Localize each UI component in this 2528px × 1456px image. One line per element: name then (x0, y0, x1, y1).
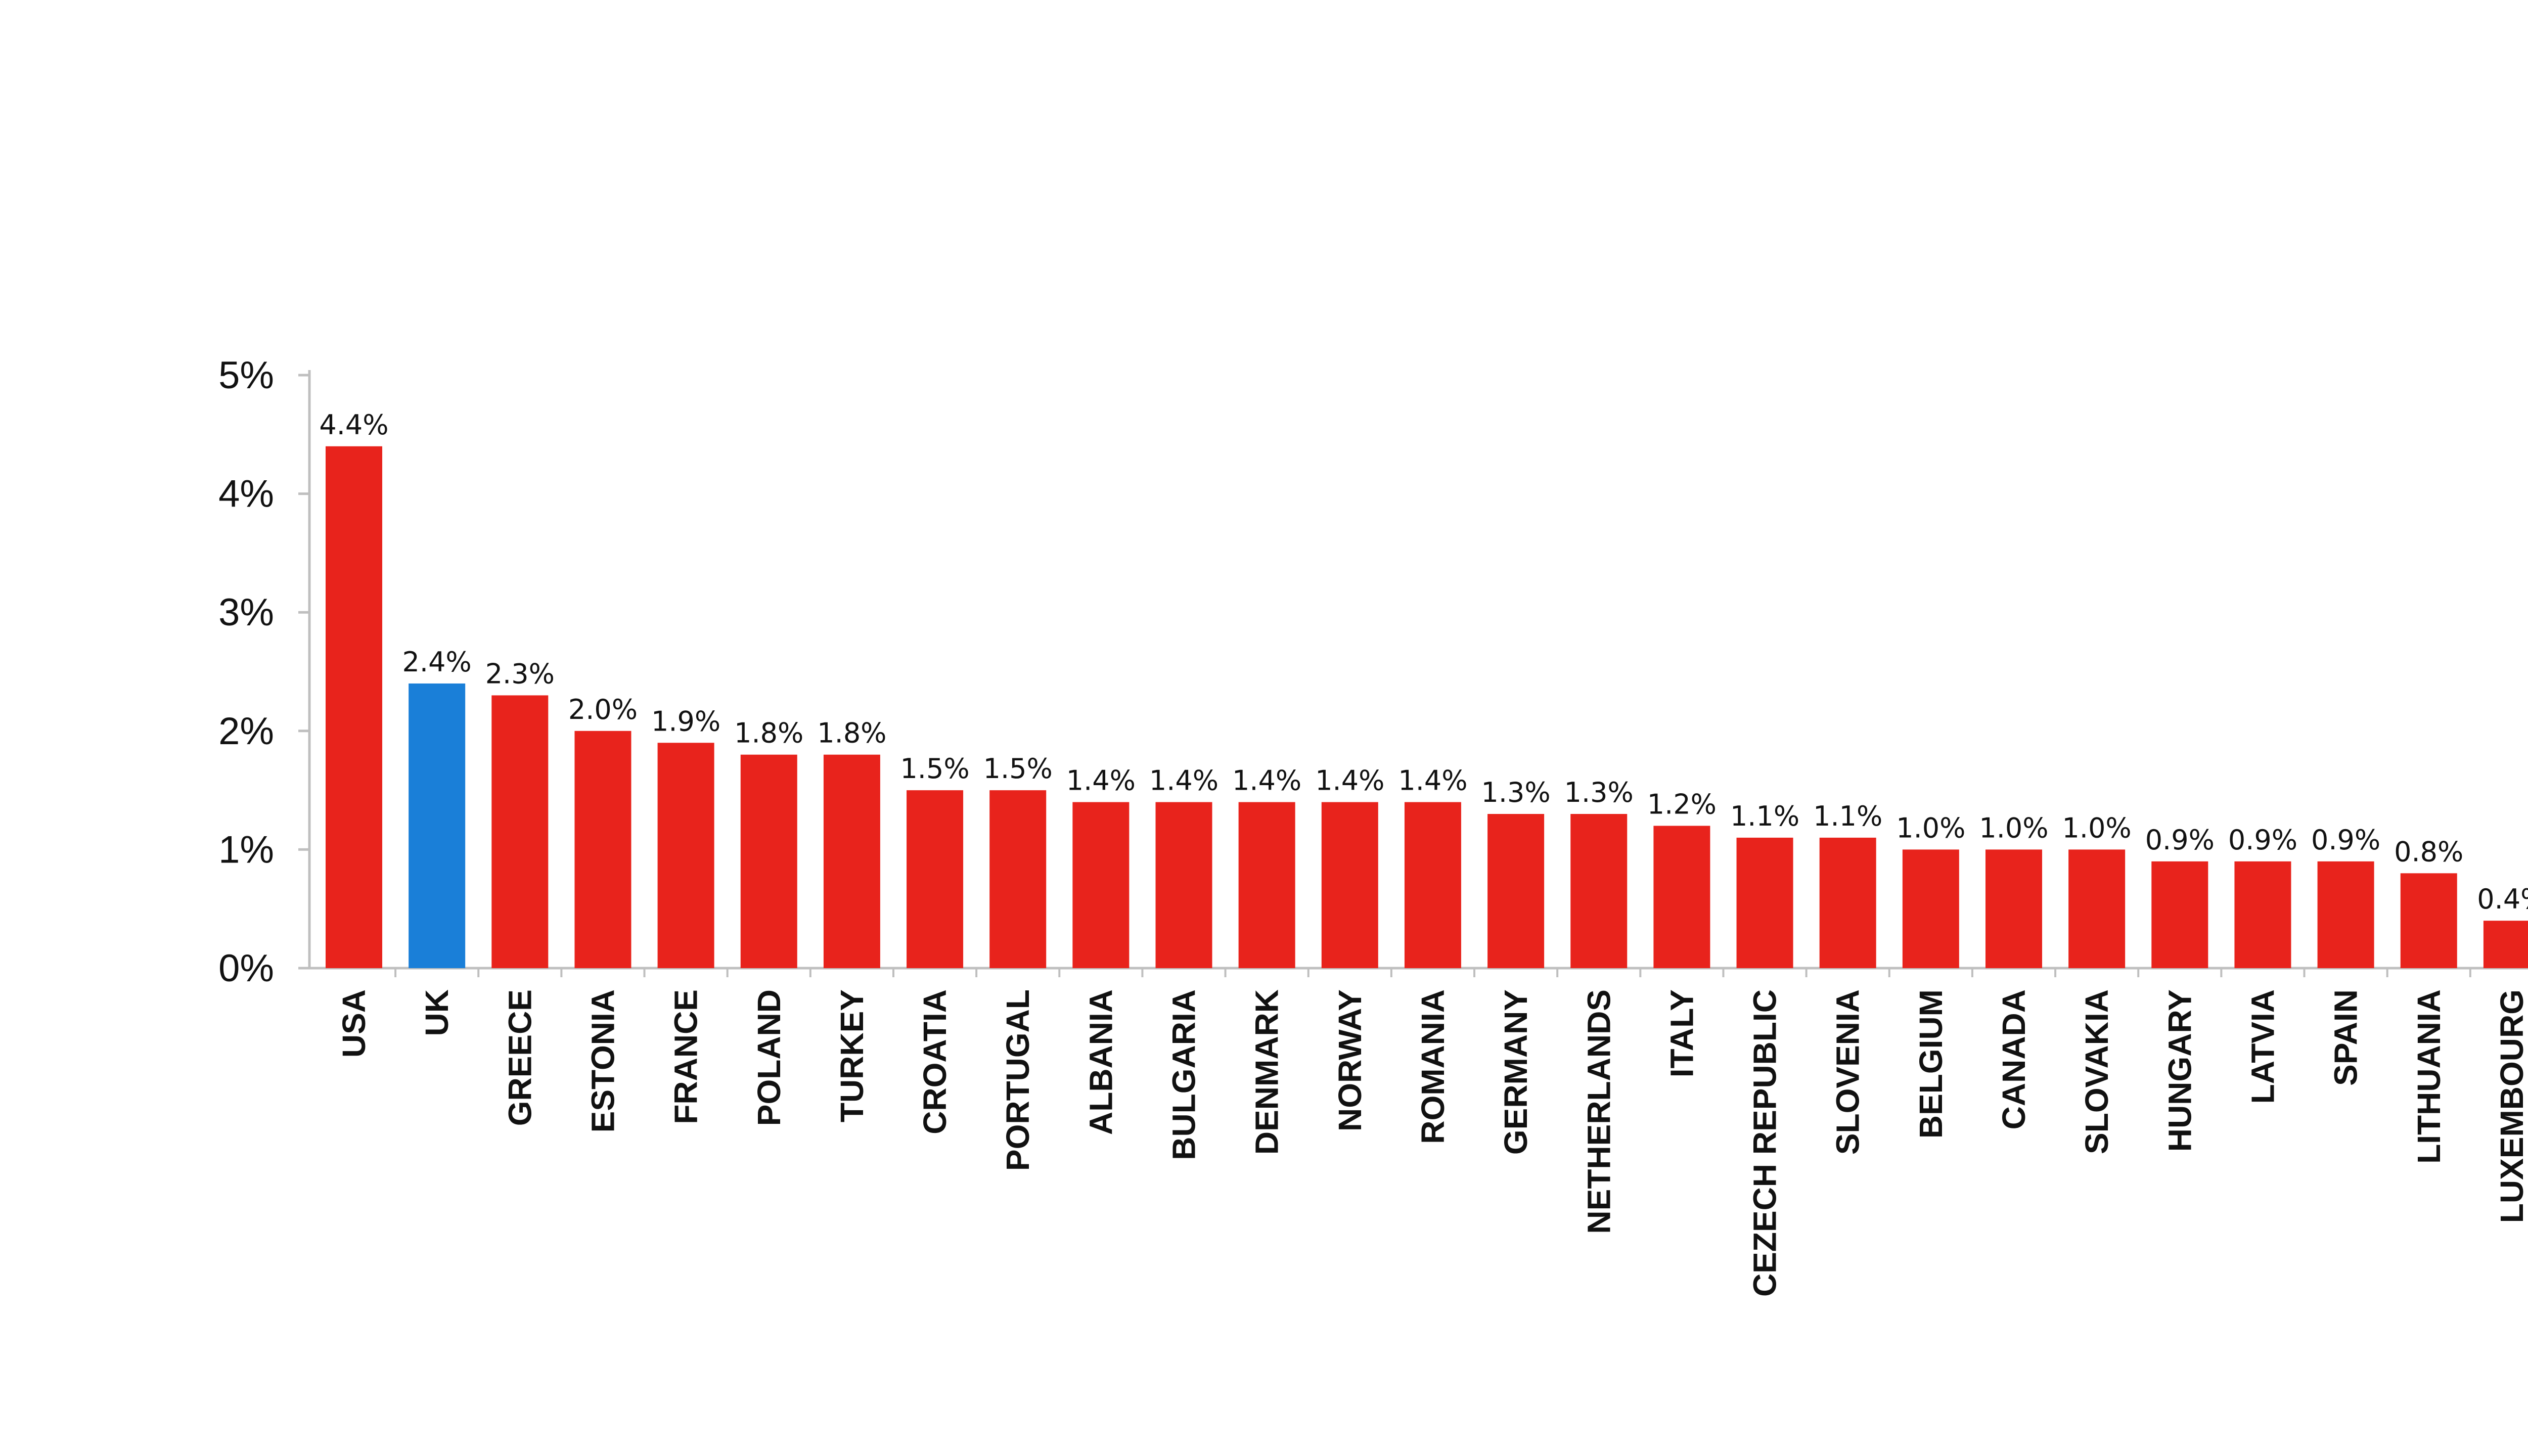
category-label: NETHERLANDS (1581, 989, 1617, 1234)
bar (823, 754, 880, 968)
bar (2317, 861, 2374, 968)
value-label: 1.9% (651, 705, 720, 737)
category-label: POLAND (751, 989, 787, 1126)
value-label: 2.4% (402, 646, 472, 678)
category-label: UK (419, 989, 455, 1036)
value-label: 1.0% (1896, 812, 1965, 844)
value-label: 1.8% (817, 717, 886, 749)
bar (574, 731, 631, 968)
value-label: 1.0% (1979, 812, 2048, 844)
bar (1985, 849, 2042, 968)
bar (326, 446, 382, 968)
bar (989, 790, 1047, 968)
value-label: 0.8% (2394, 836, 2463, 868)
value-label: 1.2% (1647, 788, 1717, 820)
bar (1570, 814, 1628, 968)
y-tick-label: 3% (218, 591, 274, 634)
category-label: SPAIN (2328, 989, 2364, 1086)
category-label: ESTONIA (584, 989, 621, 1132)
category-label: SLOVENIA (1830, 989, 1866, 1155)
bar (1072, 802, 1130, 968)
value-label: 1.8% (734, 717, 803, 749)
category-label: LUXEMBOURG (2494, 989, 2528, 1223)
bar (740, 754, 797, 968)
value-labels: 4.4% 2.4% 2.3% 2.0% 1.9% 1.8% 1.8% 1.5% 1.5% 1.4%… (319, 409, 2528, 915)
bar (1321, 802, 1378, 968)
category-label: LITHUANIA (2411, 989, 2447, 1164)
y-tick-label: 1% (218, 828, 274, 871)
value-label: 1.5% (983, 753, 1053, 785)
category-labels: USA UK GREECE ESTONIA FRANCE POLAND TURKEY CROA… (336, 989, 2528, 1297)
bar (2151, 861, 2208, 968)
value-label: 0.9% (2145, 824, 2215, 856)
category-label: NORWAY (1332, 989, 1368, 1131)
value-label: 0.9% (2228, 824, 2297, 856)
value-label: 1.4% (1315, 765, 1384, 797)
value-label: 1.4% (1149, 765, 1218, 797)
category-label: PORTUGAL (1000, 989, 1036, 1171)
value-label: 1.4% (1066, 765, 1136, 797)
bar (1653, 826, 1710, 968)
value-label: 0.4% (2477, 883, 2528, 915)
value-label: 1.5% (900, 753, 969, 785)
value-label: 0.9% (2311, 824, 2380, 856)
category-label: GREECE (502, 989, 538, 1126)
y-tick-label: 2% (218, 710, 274, 753)
bar (657, 743, 714, 968)
bar (491, 695, 549, 968)
value-label: 1.0% (2062, 812, 2132, 844)
bar (2234, 861, 2291, 968)
category-label: BELGIUM (1913, 989, 1949, 1139)
category-label: ALBANIA (1082, 989, 1119, 1135)
category-label: LATVIA (2244, 989, 2281, 1104)
bar (1736, 837, 1793, 968)
category-label: TURKEY (834, 989, 870, 1122)
y-tick-label: 5% (218, 354, 274, 397)
bar (2068, 849, 2126, 968)
value-label: 1.1% (1813, 800, 1882, 832)
category-label: CANADA (1996, 989, 2032, 1129)
category-label: USA (336, 989, 372, 1058)
value-label: 2.3% (485, 658, 555, 690)
value-label: 1.4% (1398, 765, 1467, 797)
bar (1155, 802, 1212, 968)
bar (1404, 802, 1461, 968)
value-label: 4.4% (319, 409, 388, 441)
value-label: 1.4% (1232, 765, 1301, 797)
bars (326, 446, 2528, 968)
category-label: CROATIA (917, 989, 953, 1134)
bar (907, 790, 964, 968)
bar (409, 683, 466, 968)
bar (1902, 849, 1959, 968)
bar (1487, 814, 1545, 968)
bar (2400, 873, 2457, 968)
category-label: ITALY (1663, 989, 1700, 1077)
value-label: 1.1% (1730, 800, 1799, 832)
bar (1238, 802, 1295, 968)
y-tick-label: 4% (218, 473, 274, 516)
category-label: CEZECH REPUBLIC (1747, 989, 1783, 1297)
bar (2483, 921, 2528, 968)
category-label: DENMARK (1249, 989, 1285, 1155)
value-label: 1.3% (1481, 777, 1550, 808)
value-label: 1.3% (1564, 777, 1634, 808)
category-label: BULGARIA (1166, 989, 1202, 1160)
value-label: 2.0% (568, 694, 638, 725)
category-label: GERMANY (1498, 989, 1534, 1155)
y-tick-label: 0% (218, 947, 274, 990)
category-label: SLOVAKIA (2079, 989, 2115, 1154)
category-label: HUNGARY (2161, 989, 2198, 1152)
category-label: ROMANIA (1415, 989, 1451, 1144)
bar (1819, 837, 1876, 968)
category-label: FRANCE (668, 989, 704, 1124)
